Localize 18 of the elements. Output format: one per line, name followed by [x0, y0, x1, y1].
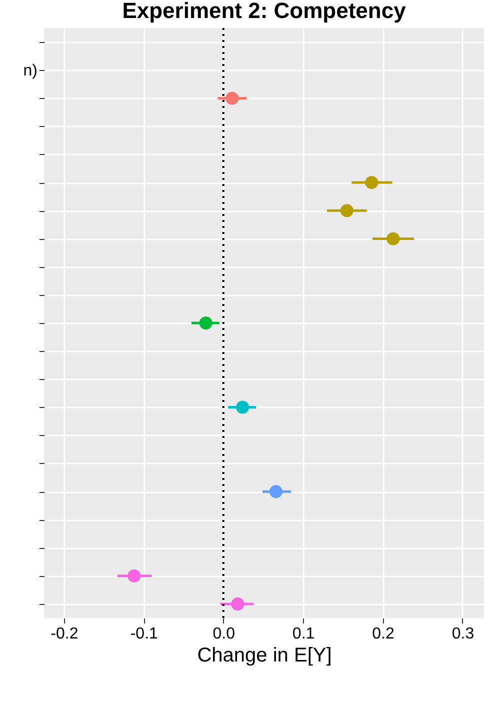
chart-title: Experiment 2: Competency: [122, 0, 407, 23]
point: [231, 597, 244, 610]
point: [269, 485, 282, 498]
x-tick-label: 0.0: [212, 626, 236, 642]
y-tick-label: n): [23, 62, 38, 80]
x-tick-label: -0.1: [130, 626, 158, 642]
x-tick-label: -0.2: [50, 626, 78, 642]
point: [236, 400, 249, 414]
x-tick-label: 0.2: [372, 626, 394, 642]
x-tick-label: 0.3: [452, 626, 474, 642]
x-tick-label: 0.1: [292, 626, 315, 642]
x-axis-title: Change in E[Y]: [197, 644, 332, 666]
point: [386, 232, 400, 246]
point: [340, 204, 354, 218]
point: [365, 176, 378, 190]
point: [128, 569, 141, 582]
point: [226, 92, 239, 105]
point: [199, 316, 212, 330]
